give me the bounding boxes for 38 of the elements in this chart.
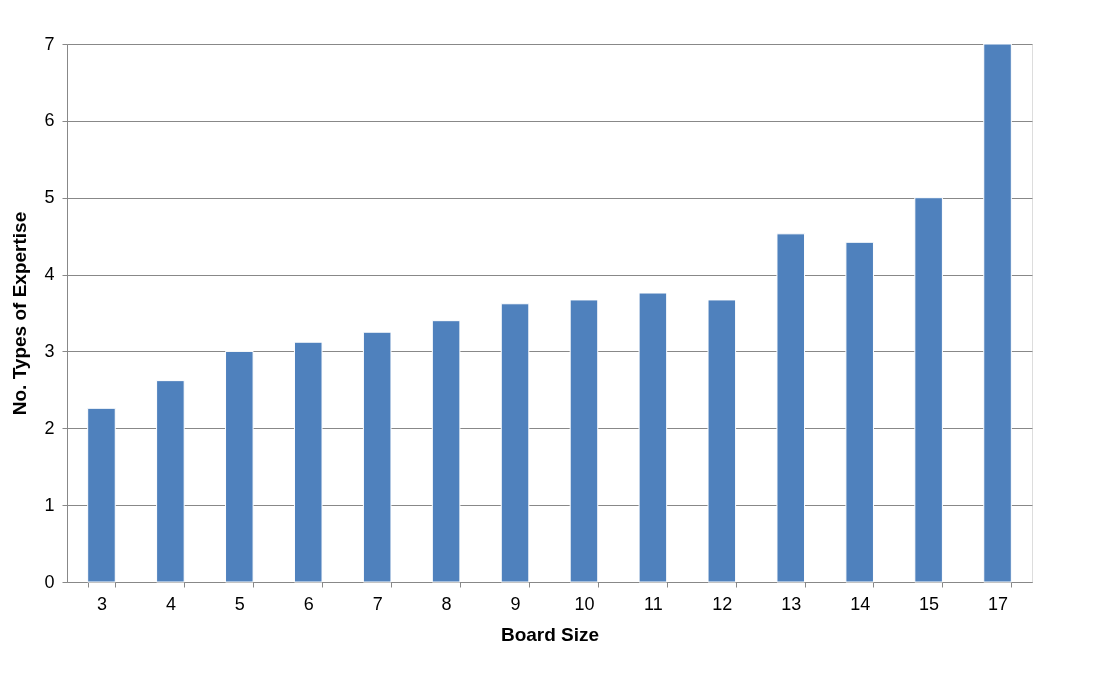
bar xyxy=(569,299,599,583)
bar xyxy=(914,197,943,583)
bar xyxy=(293,341,323,583)
y-tick-label: 0 xyxy=(44,571,55,592)
bar xyxy=(638,292,668,583)
x-tick-label: 10 xyxy=(574,593,595,614)
y-axis-title: No. Types of Expertise xyxy=(9,211,31,416)
y-tick-label: 2 xyxy=(44,417,55,438)
x-tick-label: 4 xyxy=(165,593,176,614)
y-tick-label: 1 xyxy=(44,494,55,515)
x-tick-label: 12 xyxy=(712,593,733,614)
x-tick-label: 9 xyxy=(510,593,521,614)
bar xyxy=(776,233,806,583)
x-tick-label: 17 xyxy=(988,593,1009,614)
bar xyxy=(983,43,1012,583)
x-axis-title: Board Size xyxy=(500,623,600,645)
y-tick-label: 5 xyxy=(44,187,55,208)
bar xyxy=(156,380,185,583)
y-tick-label: 4 xyxy=(44,264,55,285)
bar xyxy=(225,350,254,583)
x-tick-label: 15 xyxy=(919,593,940,614)
x-tick-label: 11 xyxy=(644,593,663,614)
x-tick-label: 3 xyxy=(96,593,107,614)
bar xyxy=(431,320,461,583)
bar xyxy=(362,331,392,583)
bar xyxy=(707,299,737,583)
bar xyxy=(845,241,874,583)
x-tick-label: 6 xyxy=(303,593,314,614)
y-tick-label: 7 xyxy=(44,33,55,54)
y-tick-label: 6 xyxy=(44,110,55,131)
x-tick-label: 5 xyxy=(234,593,245,614)
x-tick-label: 13 xyxy=(781,593,802,614)
x-tick-label: 8 xyxy=(441,593,452,614)
x-tick-label: 14 xyxy=(850,593,871,614)
bar xyxy=(500,303,530,583)
x-tick-label: 7 xyxy=(372,593,383,614)
y-tick-label: 3 xyxy=(44,340,55,361)
bar xyxy=(87,407,116,583)
